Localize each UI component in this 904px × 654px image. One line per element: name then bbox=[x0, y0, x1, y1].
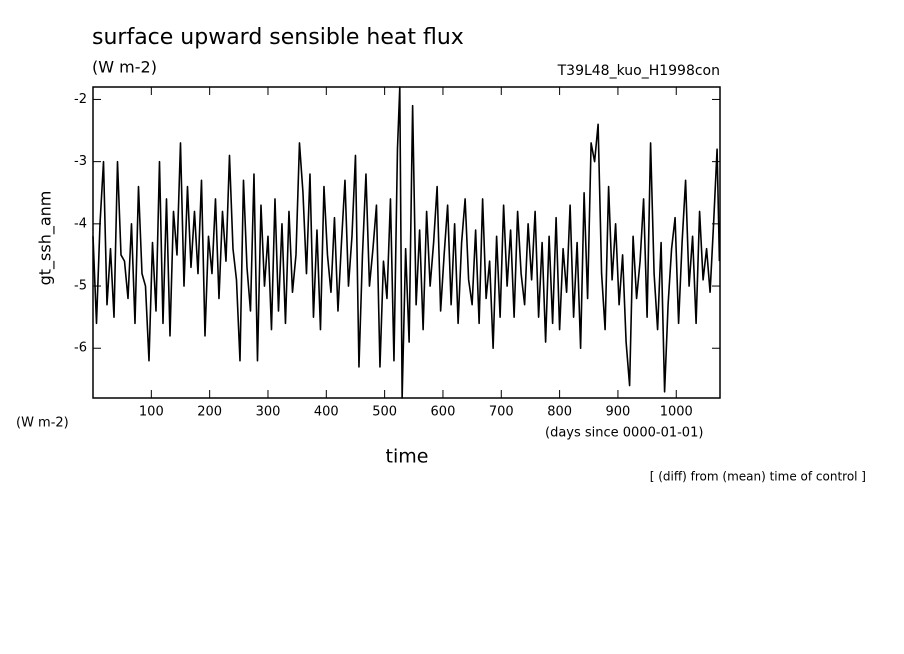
x-tick-label: 300 bbox=[256, 405, 281, 420]
x-tick-label: 100 bbox=[139, 405, 164, 420]
y-tick-label: -4 bbox=[74, 216, 87, 231]
x-tick-label: 800 bbox=[547, 405, 572, 420]
y-tick-label: -2 bbox=[74, 92, 87, 107]
x-tick-label: 200 bbox=[197, 405, 222, 420]
y-tick-label: -5 bbox=[74, 279, 87, 294]
y-tick-label: -3 bbox=[74, 154, 87, 169]
x-tick-label: 600 bbox=[431, 405, 456, 420]
chart-title: surface upward sensible heat flux bbox=[92, 25, 464, 50]
data-line bbox=[92, 86, 721, 399]
x-tick-label: 1000 bbox=[660, 405, 693, 420]
y-axis-label: gt_ssh_anm bbox=[36, 191, 56, 286]
x-units-left: (W m-2) bbox=[16, 416, 69, 431]
note: [ (diff) from (mean) time of control ] bbox=[650, 470, 866, 484]
x-tick-label: 400 bbox=[314, 405, 339, 420]
run-label: T39L48_kuo_H1998con bbox=[557, 63, 720, 79]
y-tick-label: -6 bbox=[74, 341, 87, 356]
x-axis-label: time bbox=[386, 446, 429, 468]
x-tick-label: 900 bbox=[606, 405, 631, 420]
x-tick-label: 700 bbox=[489, 405, 514, 420]
x-tick-label: 500 bbox=[372, 405, 397, 420]
y-units: (W m-2) bbox=[92, 58, 157, 77]
x-units: (days since 0000-01-01) bbox=[545, 426, 703, 441]
